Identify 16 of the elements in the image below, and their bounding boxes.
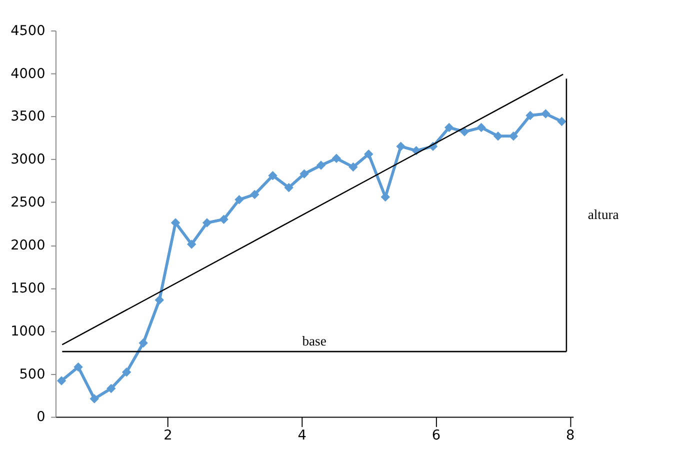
y-tick-label: 2500 (10, 194, 46, 211)
x-tick-label: 8 (566, 428, 575, 444)
y-tick-label: 0 (36, 409, 46, 426)
y-tick-label: 500 (19, 366, 46, 382)
series-label: altura (588, 206, 619, 222)
x-tick-label: 2 (164, 428, 172, 444)
y-tick-label: 3500 (10, 108, 46, 125)
y-tick-label: 2000 (10, 237, 46, 254)
series-label: base (302, 334, 326, 349)
x-tick-label: 4 (298, 428, 306, 444)
x-tick-label: 6 (432, 428, 441, 444)
y-tick-label: 1000 (10, 323, 46, 340)
y-tick-label: 4500 (10, 22, 46, 39)
y-tick-label: 1500 (10, 280, 46, 296)
y-tick-label: 3000 (10, 152, 46, 168)
y-tick-label: 4000 (10, 66, 46, 82)
